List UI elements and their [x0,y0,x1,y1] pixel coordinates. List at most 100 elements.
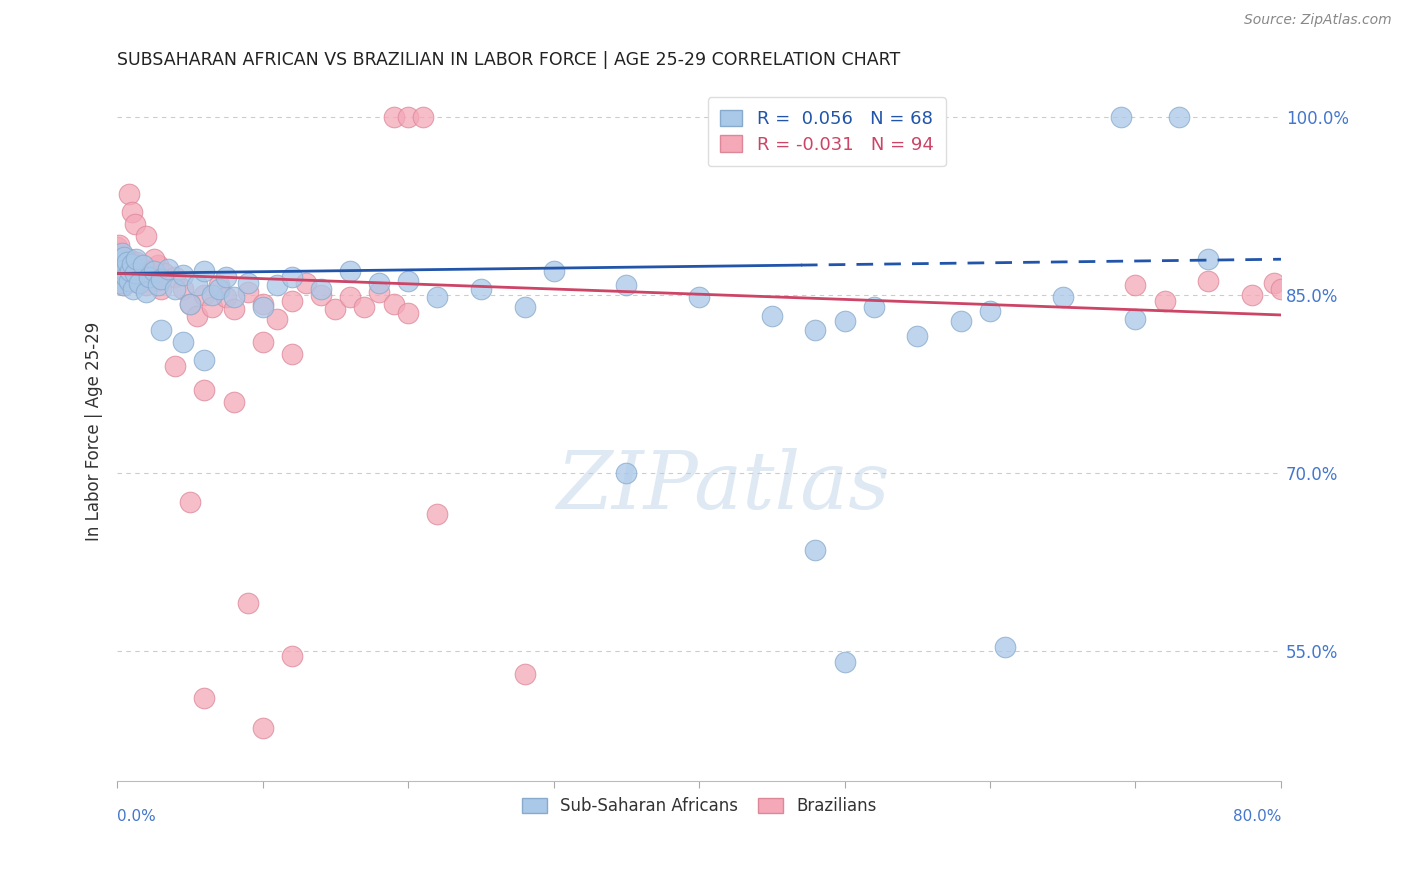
Point [1270,282,1292,296]
Point [146,278,169,293]
Point [124,217,146,231]
Point [186,278,208,293]
Point [157,261,180,276]
Point [614,278,637,293]
Point [135,278,157,293]
Legend: Sub-Saharan Africans, Brazilians: Sub-Saharan Africans, Brazilians [515,790,883,822]
Text: 80.0%: 80.0% [1233,809,1281,824]
Point [124,270,146,285]
Point [105,254,128,268]
Point [1240,287,1263,301]
Point [222,290,245,304]
Point [396,274,419,288]
Point [252,297,274,311]
Point [905,329,928,343]
Point [804,323,827,337]
Text: SUBSAHARAN AFRICAN VS BRAZILIAN IN LABOR FORCE | AGE 25-29 CORRELATION CHART: SUBSAHARAN AFRICAN VS BRAZILIAN IN LABOR… [117,51,900,69]
Point [193,264,215,278]
Point [105,240,128,254]
Point [193,383,215,397]
Point [201,300,224,314]
Point [1052,290,1074,304]
Point [841,110,863,124]
Point [152,267,174,281]
Point [142,264,165,278]
Point [426,507,449,521]
Point [110,274,132,288]
Point [120,264,142,278]
Point [111,278,134,293]
Point [107,250,129,264]
Point [979,304,1001,318]
Point [172,268,194,282]
Point [111,254,134,268]
Point [165,359,187,373]
Point [121,274,143,288]
Point [132,258,155,272]
Point [1263,276,1285,290]
Point [108,261,131,276]
Point [121,257,143,271]
Point [179,297,201,311]
Point [266,278,288,293]
Point [124,267,146,281]
Point [513,667,536,681]
Point [1125,311,1147,326]
Point [543,264,565,278]
Point [222,394,245,409]
Point [382,297,405,311]
Point [252,335,274,350]
Point [834,656,856,670]
Point [1153,293,1175,308]
Point [208,282,231,296]
Point [107,238,129,252]
Point [470,282,492,296]
Point [114,250,136,264]
Point [107,254,129,268]
Point [111,267,134,281]
Point [426,290,449,304]
Point [107,264,129,278]
Point [368,285,391,300]
Point [118,274,141,288]
Point [201,287,224,301]
Point [804,542,827,557]
Point [138,264,160,278]
Point [688,290,710,304]
Point [142,274,165,288]
Point [193,691,215,706]
Point [179,495,201,509]
Point [118,186,141,201]
Point [138,270,160,285]
Point [222,301,245,316]
Point [215,290,238,304]
Point [325,301,347,316]
Point [295,276,318,290]
Y-axis label: In Labor Force | Age 25-29: In Labor Force | Age 25-29 [86,321,103,541]
Point [186,309,208,323]
Point [368,276,391,290]
Point [127,267,149,281]
Point [834,314,856,328]
Point [110,261,132,276]
Point [125,254,148,268]
Point [108,270,131,285]
Point [149,323,172,337]
Point [142,252,165,267]
Point [128,276,150,290]
Point [165,270,187,285]
Point [309,287,332,301]
Point [149,272,172,286]
Point [105,258,128,272]
Text: Source: ZipAtlas.com: Source: ZipAtlas.com [1244,13,1392,28]
Point [179,297,201,311]
Point [252,300,274,314]
Point [110,258,132,272]
Point [122,282,145,296]
Point [105,252,128,267]
Point [281,293,304,308]
Point [614,466,637,480]
Point [281,649,304,664]
Point [396,110,419,124]
Point [382,110,405,124]
